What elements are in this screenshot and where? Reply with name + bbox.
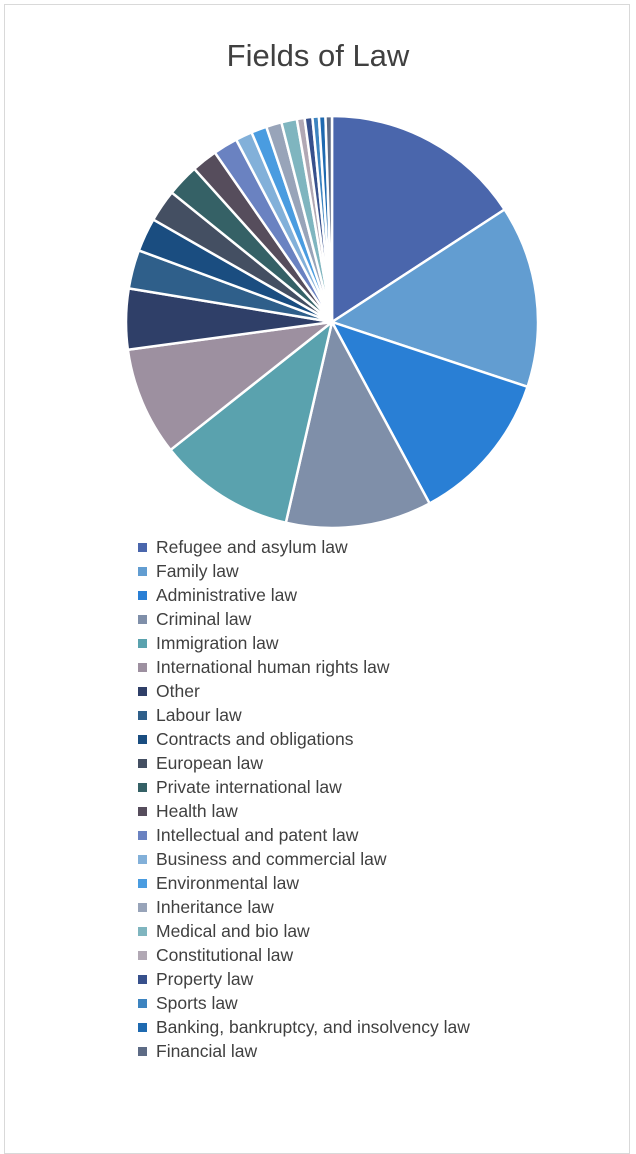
chart-title: Fields of Law: [226, 38, 410, 73]
legend: Refugee and asylum law Family law Administ…: [138, 535, 470, 1063]
legend-label: Sports law: [156, 992, 238, 1013]
legend-swatch: [138, 542, 147, 552]
legend-label: Property law: [156, 968, 254, 989]
legend-swatch: [138, 590, 147, 600]
legend-item: Refugee and asylum law: [138, 535, 470, 559]
legend-swatch: [138, 782, 147, 792]
legend-swatch: [138, 1022, 147, 1032]
pie-slice-criminal-law: [284, 320, 431, 530]
legend-label: Immigration law: [156, 632, 279, 653]
legend-swatch: [138, 950, 147, 960]
legend-swatch: [138, 974, 147, 984]
legend-label: Financial law: [156, 1040, 258, 1061]
legend-item: Contracts and obligations: [138, 727, 470, 751]
legend-item: Intellectual and patent law: [138, 823, 470, 847]
legend-item: Financial law: [138, 1039, 470, 1063]
legend-label: Health law: [156, 800, 238, 821]
legend-swatch: [138, 998, 147, 1008]
legend-label: Other: [156, 680, 200, 701]
legend-swatch: [138, 758, 147, 768]
legend-label: Business and commercial law: [156, 848, 387, 869]
legend-label: Contracts and obligations: [156, 728, 354, 749]
legend-item: Constitutional law: [138, 943, 470, 967]
legend-label: Labour law: [156, 704, 242, 725]
pie-slice-administrative-law: [330, 320, 529, 505]
legend-item: Banking, bankruptcy, and insolvency law: [138, 1015, 470, 1039]
legend-label: Family law: [156, 560, 239, 581]
legend-item: Business and commercial law: [138, 847, 470, 871]
pie-slice-family-law: [330, 208, 540, 389]
legend-label: Refugee and asylum law: [156, 536, 348, 557]
legend-swatch: [138, 662, 147, 672]
legend-item: Other: [138, 679, 470, 703]
legend-label: European law: [156, 752, 264, 773]
legend-swatch: [138, 566, 147, 576]
legend-label: Criminal law: [156, 608, 252, 629]
legend-swatch: [138, 686, 147, 696]
pie-slice-refugee-and-asylum-law: [330, 114, 506, 324]
legend-item: Medical and bio law: [138, 919, 470, 943]
legend-item: Health law: [138, 799, 470, 823]
legend-swatch: [138, 902, 147, 912]
legend-item: European law: [138, 751, 470, 775]
legend-label: Private international law: [156, 776, 342, 797]
pie-slice-financial-law: [324, 114, 334, 324]
legend-item: Immigration law: [138, 631, 470, 655]
legend-swatch: [138, 710, 147, 720]
legend-label: Environmental law: [156, 872, 299, 893]
legend-swatch: [138, 926, 147, 936]
legend-item: Labour law: [138, 703, 470, 727]
legend-item: Property law: [138, 967, 470, 991]
legend-label: Medical and bio law: [156, 920, 310, 941]
legend-label: Inheritance law: [156, 896, 274, 917]
legend-label: Administrative law: [156, 584, 298, 605]
legend-swatch: [138, 878, 147, 888]
legend-item: Criminal law: [138, 607, 470, 631]
legend-swatch: [138, 614, 147, 624]
legend-item: Administrative law: [138, 583, 470, 607]
legend-item: International human rights law: [138, 655, 470, 679]
legend-swatch: [138, 830, 147, 840]
legend-label: Intellectual and patent law: [156, 824, 359, 845]
legend-item: Family law: [138, 559, 470, 583]
legend-label: International human rights law: [156, 656, 390, 677]
legend-swatch: [138, 1046, 147, 1056]
pie-slice-immigration-law: [169, 320, 334, 525]
legend-item: Environmental law: [138, 871, 470, 895]
legend-swatch: [138, 806, 147, 816]
pie-slice-international-human-rights-law: [126, 320, 334, 452]
legend-item: Private international law: [138, 775, 470, 799]
legend-label: Banking, bankruptcy, and insolvency law: [156, 1016, 470, 1037]
legend-item: Sports law: [138, 991, 470, 1015]
legend-swatch: [138, 854, 147, 864]
legend-swatch: [138, 638, 147, 648]
legend-label: Constitutional law: [156, 944, 294, 965]
legend-item: Inheritance law: [138, 895, 470, 919]
legend-swatch: [138, 734, 147, 744]
